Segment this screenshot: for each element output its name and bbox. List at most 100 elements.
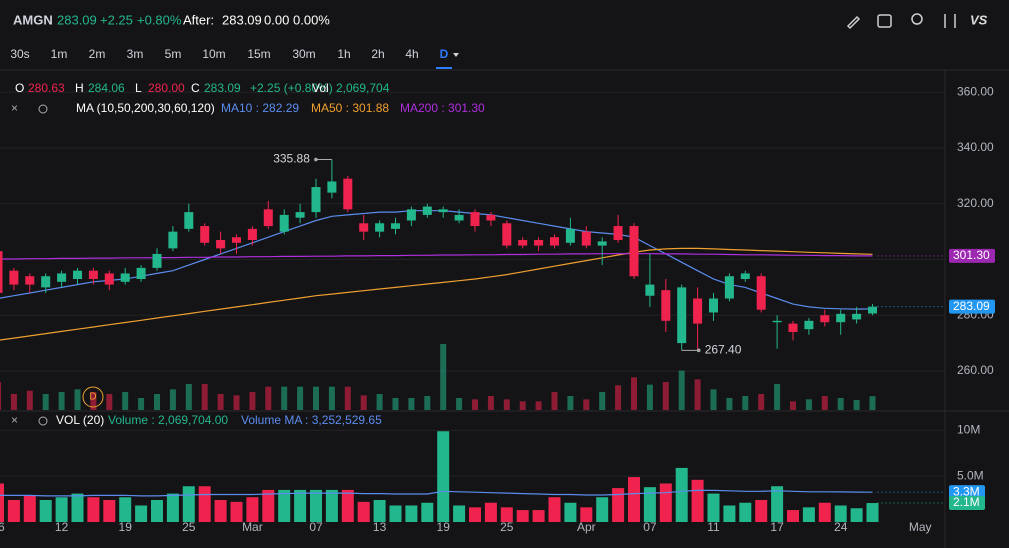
compare-button[interactable]: VS [970, 12, 988, 27]
close-icon[interactable]: × [11, 413, 18, 427]
volume-overlay-bar [662, 382, 669, 410]
candle-body [677, 287, 687, 344]
candle-body [375, 223, 385, 232]
ohlc-value: 284.06 [88, 81, 125, 95]
volume-overlay-bar [646, 384, 653, 410]
volume-overlay-bar [26, 390, 33, 410]
timeframe-tab[interactable]: D [440, 47, 449, 61]
timeframe-tab[interactable]: 1m [51, 47, 68, 61]
volume-bar [675, 467, 688, 522]
draw-icon[interactable] [846, 15, 861, 30]
volume-bar [818, 502, 831, 522]
candle-body [152, 253, 162, 268]
candle-body [836, 313, 846, 323]
volume-bar [739, 502, 752, 522]
candle-body [41, 276, 51, 288]
volume-bar [771, 486, 784, 522]
volume-overlay-bar [456, 398, 463, 410]
vol-key: Vol [312, 81, 329, 95]
volume-overlay-bar [281, 386, 288, 410]
ohlc-key: L [135, 81, 142, 95]
candle-body [756, 276, 766, 310]
candle-body [184, 212, 194, 229]
ohlc-change: +2.25 (+0.80%) [250, 81, 333, 95]
volume-overlay-bar [790, 401, 796, 410]
close-icon[interactable]: × [11, 101, 18, 115]
volume-bar [373, 500, 386, 522]
x-tick-label: 19 [119, 520, 133, 534]
timeframe-tab[interactable]: 5m [165, 47, 182, 61]
volume-overlay-bar [265, 386, 272, 410]
x-tick-label: 12 [55, 520, 69, 534]
price-tag [949, 248, 995, 263]
volume-bar [198, 486, 211, 522]
volume-overlay-bar [567, 396, 574, 410]
candle-body [327, 181, 337, 193]
volume-bar [580, 507, 593, 522]
candle-body [820, 315, 830, 323]
dividend-marker[interactable] [82, 386, 104, 408]
volume-indicator-label: VOL (20) [56, 413, 104, 427]
volume-bar [310, 489, 322, 522]
volume-bar [71, 493, 84, 522]
timeframe-tab[interactable]: 15m [247, 47, 270, 61]
timeframe-tab[interactable]: 1h [337, 47, 350, 61]
x-tick-label: 19 [437, 520, 451, 534]
volume-overlay-bar [837, 398, 844, 410]
indicator-icon[interactable] [877, 14, 892, 28]
volume-overlay-bar [408, 398, 415, 410]
timeframe-tab[interactable]: 2h [371, 47, 384, 61]
volume-overlay-bar [10, 394, 17, 410]
x-tick-label: 11 [707, 520, 720, 534]
candle-icon[interactable] [944, 14, 956, 28]
idea-icon[interactable] [911, 13, 923, 25]
candle-body [406, 209, 416, 221]
volume-bar [39, 500, 52, 522]
volume-overlay-bar [249, 392, 256, 410]
volume-bar [500, 507, 513, 522]
ohlc-key: O [15, 81, 24, 95]
candle-body [581, 231, 591, 246]
candle-body [25, 276, 35, 285]
candle-body [470, 212, 480, 227]
volume-bar [564, 502, 577, 522]
volume-bar [643, 487, 656, 522]
candle-body [629, 226, 639, 277]
volume-overlay-bar [138, 398, 145, 410]
volume-overlay-bar [328, 386, 335, 410]
volume-ma-legend: Volume MA : 3,252,529.65 [241, 413, 382, 427]
volume-bar [596, 497, 609, 522]
candle-body [57, 273, 67, 282]
candle-body [550, 237, 559, 246]
volume-bar [834, 505, 847, 522]
candle-body [534, 240, 544, 246]
volume-overlay-bar [392, 398, 399, 410]
volume-overlay-bar [122, 392, 129, 410]
x-tick-label: 24 [834, 520, 848, 534]
volume-overlay-bar [615, 385, 622, 410]
after-label: After: [183, 12, 214, 27]
ma-line [0, 247, 873, 341]
timeframe-tab[interactable]: 3m [127, 47, 144, 61]
x-tick-label: 07 [643, 520, 657, 534]
volume-overlay-bar [0, 382, 1, 410]
volume-bar [214, 500, 227, 522]
candle-body [422, 206, 432, 215]
candle-body [168, 231, 178, 249]
eye-icon[interactable] [38, 104, 48, 114]
ma-legend: MA50 : 301.88 [311, 101, 389, 115]
candle-body [247, 228, 257, 240]
timeframe-tab[interactable]: 4h [405, 47, 418, 61]
candle-body [73, 270, 82, 280]
volume-overlay-bar [726, 398, 733, 410]
timeframe-tab[interactable]: 30s [10, 47, 29, 61]
eye-icon[interactable] [38, 416, 48, 426]
timeframe-tab[interactable]: 30m [292, 47, 315, 61]
legends: × MA (10,50,200,30,60,120) × VOL (20) Vo… [11, 81, 485, 427]
timeframe-tab[interactable]: 2m [89, 47, 106, 61]
annotation-dot [696, 348, 701, 353]
timeframe-tab[interactable]: 10m [202, 47, 225, 61]
volume-overlay-bar [440, 344, 447, 410]
